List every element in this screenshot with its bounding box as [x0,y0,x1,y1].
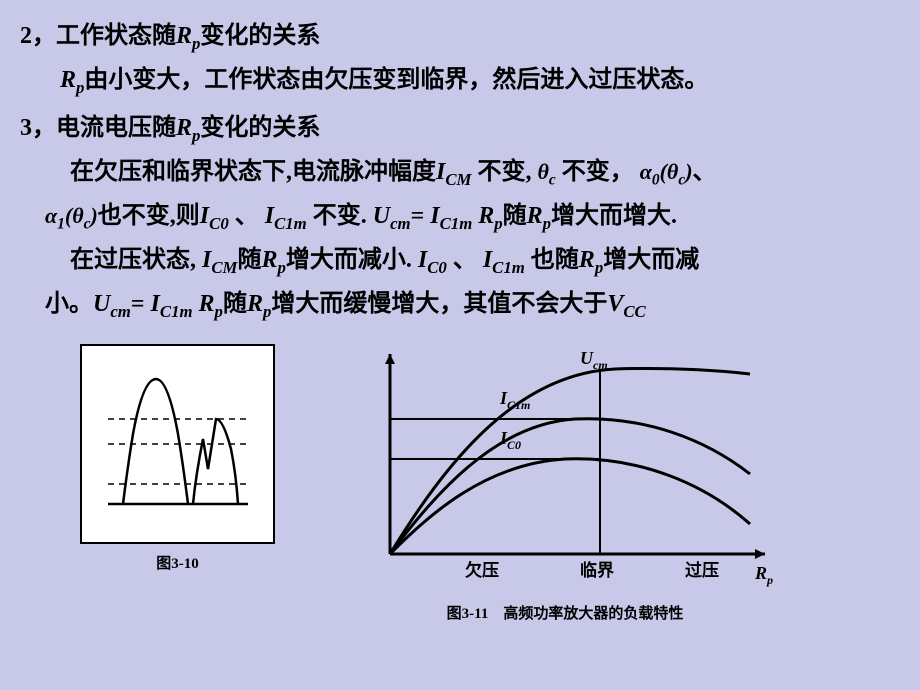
t: 不变， [562,159,634,185]
fig1-frame [80,344,275,544]
t: 也随 [525,247,579,273]
figure-3-10: 图3-10 [80,344,275,573]
line-3-3: 在过压状态, ICM随Rp增大而减小. IC0 、 IC1m 也随Rp增大而减 [20,242,900,280]
heading-2: 2，工作状态随Rp变化的关系 [20,18,900,56]
t: 不变. [307,203,373,229]
s: CM [445,170,471,189]
v: R [261,247,277,273]
v: I [151,291,160,317]
svg-text:Ucm: Ucm [580,348,608,372]
t: 工作状态随 [56,23,176,49]
v: U [93,291,110,317]
num: 2， [20,23,56,49]
t: 变化的关系 [200,115,320,141]
fig2-caption: 图3-11 高频功率放大器的负载特性 [447,602,684,623]
v: V [607,291,623,317]
t: 、 [229,203,265,229]
s: cm [110,302,131,321]
v: U [373,203,390,229]
t: 增大而减 [603,247,699,273]
figure-3-11: Ucm IC1m IC0 Rp 欠压 临界 过压 图3-11 高频功率放大器的负载特性 [355,344,775,623]
t: 随 [503,203,527,229]
alpha1: α1(θc) [45,203,98,228]
th: θ [537,159,548,184]
eq: = [131,291,151,317]
slide-content: 2，工作状态随Rp变化的关系 Rp由小变大，工作状态由欠压变到临界，然后进入过压… [0,0,920,641]
s: p [277,258,285,277]
s: C1m [492,258,525,277]
s: C0 [209,214,229,233]
t: 、 [693,159,717,185]
v: I [418,247,427,273]
v: I [200,203,209,229]
v: I [483,247,492,273]
t: 也不变,则 [98,203,200,229]
v: I [202,247,211,273]
t: 随 [237,247,261,273]
svg-text:IC1m: IC1m [499,388,530,412]
t: 增大而缓慢增大，其值不会大于 [271,291,607,317]
fig1-svg [98,364,258,524]
alpha0: α0(θc) [640,159,693,184]
t: 变化的关系 [200,23,320,49]
s: cm [390,214,411,233]
line-3-4: 小。Ucm= IC1m Rp随Rp增大而缓慢增大，其值不会大于VCC [20,286,900,324]
s: p [543,214,551,233]
t: 在欠压和临界状态下,电流脉冲幅度 [70,159,436,185]
s: C1m [160,302,193,321]
s: CC [623,302,645,321]
v: R [478,203,494,229]
s: C1m [440,214,473,233]
t: 、 [447,247,483,273]
s: C1m [274,214,307,233]
t: 由小变大，工作状态由欠压变到临界，然后进入过压状态。 [84,67,708,93]
eq: = [411,203,431,229]
t: 在过压状态, [70,247,202,273]
svg-text:欠压: 欠压 [465,560,499,580]
v: R [199,291,215,317]
figures-row: 图3-10 Ucm IC1m IC0 Rp 欠压 临界 过压 图3-11 高频功率放大器的负… [20,344,900,623]
svg-text:临界: 临界 [580,560,614,580]
line-3-1: 在欠压和临界状态下,电流脉冲幅度ICM 不变, θc 不变， α0(θc)、 [20,154,900,192]
line-2-1: Rp由小变大，工作状态由欠压变到临界，然后进入过压状态。 [20,62,900,100]
s: C0 [427,258,447,277]
t: 随 [223,291,247,317]
v: R [579,247,595,273]
v: I [436,159,445,185]
svg-text:Rp: Rp [754,563,773,587]
s: p [595,258,603,277]
v: I [265,203,274,229]
v: R [247,291,263,317]
s: p [494,214,502,233]
v: R [527,203,543,229]
line-3-2: α1(θc)也不变,则IC0 、 IC1m 不变. Ucm= IC1m Rp随R… [20,198,900,236]
s: CM [211,258,237,277]
t: 增大而增大. [551,203,677,229]
t: 电流电压随 [56,115,176,141]
heading-3: 3，电流电压随Rp变化的关系 [20,110,900,148]
fig1-caption: 图3-10 [156,552,199,573]
svg-text:IC0: IC0 [499,428,521,452]
svg-text:过压: 过压 [685,561,719,580]
fig2-svg: Ucm IC1m IC0 Rp 欠压 临界 过压 [355,344,775,594]
num: 3， [20,115,56,141]
theta: θc [537,159,555,184]
ths: c [549,171,556,188]
var: R [176,115,192,141]
var: R [60,67,76,93]
t: 增大而减小. [286,247,418,273]
s: p [215,302,223,321]
var: R [176,23,192,49]
t: 不变, [477,159,531,185]
v: I [430,203,439,229]
t: 小。 [45,291,93,317]
